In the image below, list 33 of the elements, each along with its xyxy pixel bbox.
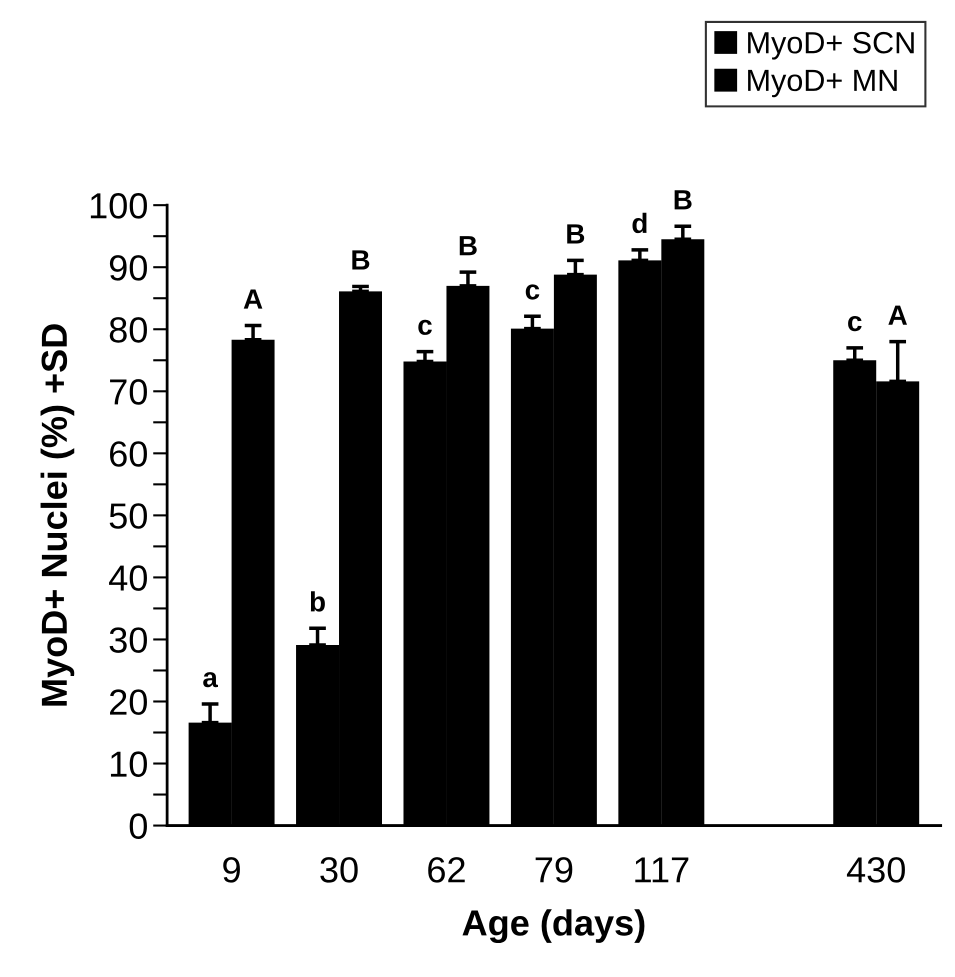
- legend-label: MyoD+ SCN: [748, 32, 914, 60]
- y-axis-title: MyoD+ Nuclei (%) +SD: [40, 324, 74, 706]
- annotation: B: [352, 250, 370, 270]
- y-tick-label: 0: [130, 813, 147, 840]
- annotation: A: [244, 289, 262, 309]
- x-axis-title: Age (days): [462, 909, 644, 944]
- annotation: d: [632, 212, 647, 234]
- annotation: c: [848, 316, 862, 332]
- y-tick-label: 80: [110, 317, 147, 343]
- annotation: c: [526, 284, 540, 300]
- x-tick-label: 30: [320, 857, 358, 883]
- y-tick-label: 10: [110, 751, 147, 777]
- legend-label: MyoD+ MN: [748, 70, 897, 98]
- y-tick-label: 20: [110, 689, 147, 715]
- y-tick-label: 30: [110, 627, 147, 653]
- annotation: A: [888, 306, 907, 325]
- annotation: B: [674, 190, 692, 210]
- annotation: c: [418, 320, 432, 335]
- y-tick-label: 70: [110, 379, 147, 405]
- x-tick-label: 62: [428, 857, 465, 883]
- annotation: a: [203, 672, 218, 688]
- y-tick-label: 50: [110, 503, 147, 529]
- y-tick-label: 40: [109, 565, 147, 591]
- x-tick-label: 430: [846, 857, 905, 883]
- x-tick-label: 9: [223, 857, 240, 883]
- x-tick-label: 117: [635, 857, 688, 882]
- annotation: B: [567, 224, 584, 244]
- annotation: b: [310, 591, 325, 612]
- x-tick-label: 79: [536, 857, 572, 883]
- y-tick-label: 90: [110, 255, 147, 281]
- y-tick-label: 60: [110, 441, 147, 467]
- y-tick-label: 100: [90, 193, 147, 219]
- annotation: B: [460, 236, 477, 256]
